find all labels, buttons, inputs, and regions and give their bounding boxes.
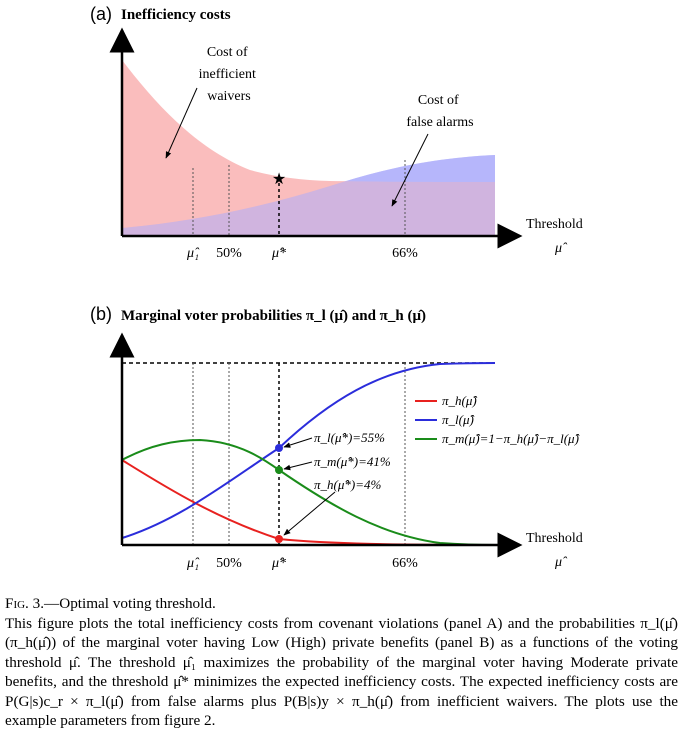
- caption-body: This figure plots the total inefficiency…: [5, 614, 678, 730]
- panel-a-title: Inefficiency costs: [121, 7, 231, 23]
- pi-h-point: [275, 535, 283, 543]
- panel-b-label: (b): [90, 304, 112, 324]
- tick-mustar-a: μ̂*: [271, 246, 286, 261]
- panel-b: (b) Marginal voter probabilities π_l (μ̂…: [90, 304, 583, 571]
- pi-h-curve: [121, 459, 496, 546]
- waivers-annotation: Cost of inefficient waivers: [199, 45, 260, 104]
- x-axis-label-a: Threshold: [526, 217, 583, 232]
- pi-l-point: [275, 444, 283, 452]
- pi-m-pointer: [283, 461, 313, 471]
- legend-m-label: π_m(μ̂)=1−π_h(μ̂)−π_l(μ̂): [442, 431, 580, 446]
- pi-l-pointer: [283, 437, 313, 448]
- overlap-area: [122, 155, 495, 236]
- false-alarms-pointer: [391, 133, 429, 207]
- false-alarms-annotation: Cost of false alarms: [406, 93, 473, 130]
- pi-h-annotation: π_h(μ̂*)=4%: [314, 477, 381, 492]
- figure-caption: Fig. 3.—Optimal voting threshold. This f…: [5, 594, 678, 731]
- pi-m-point: [275, 466, 283, 474]
- panel-a: (a) Inefficiency costs ★ Cost of ineffic…: [90, 4, 583, 261]
- tick-mu1-b: μ̂₁: [186, 556, 200, 571]
- tick-mu1-a: μ̂₁: [186, 246, 200, 261]
- pi-m-annotation: π_m(μ̂*)=41%: [314, 454, 391, 469]
- caption-fig-label: Fig. 3.: [5, 595, 45, 612]
- tick-66-b: 66%: [392, 556, 418, 571]
- caption-fig-title: —Optimal voting threshold.: [44, 595, 216, 612]
- panel-a-label: (a): [90, 4, 112, 24]
- x-axis-symbol-a: μ̂: [554, 241, 568, 256]
- pi-l-annotation: π_l(μ̂*)=55%: [314, 430, 385, 445]
- panel-b-title: Marginal voter probabilities π_l (μ̂) an…: [121, 308, 426, 324]
- tick-50-a: 50%: [216, 246, 242, 261]
- figure-svg: (a) Inefficiency costs ★ Cost of ineffic…: [90, 4, 583, 571]
- waivers-pointer: [165, 87, 198, 159]
- tick-50-b: 50%: [216, 556, 242, 571]
- x-axis-label-b: Threshold: [526, 531, 583, 546]
- caption-heading: Fig. 3.—Optimal voting threshold.: [5, 594, 678, 614]
- pi-h-pointer: [283, 491, 336, 536]
- legend: π_h(μ̂) π_l(μ̂) π_m(μ̂)=1−π_h(μ̂)−π_l(μ̂…: [415, 393, 580, 446]
- legend-l-label: π_l(μ̂): [442, 412, 474, 427]
- optimum-star-icon: ★: [272, 171, 286, 188]
- x-axis-symbol-b: μ̂: [554, 555, 568, 570]
- tick-mustar-b: μ̂*: [271, 556, 286, 571]
- legend-h-label: π_h(μ̂): [442, 393, 477, 408]
- tick-66-a: 66%: [392, 246, 418, 261]
- pi-l-curve: [121, 362, 496, 539]
